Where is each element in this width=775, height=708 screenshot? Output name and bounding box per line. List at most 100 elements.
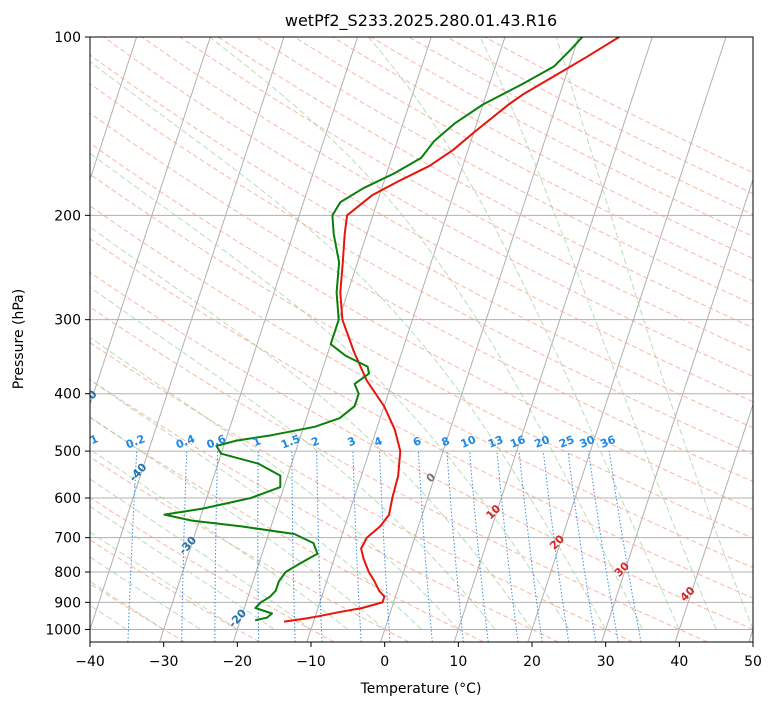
plot-frame: [89, 36, 754, 643]
mixing-ratio-line: [127, 451, 138, 642]
y-tick-label: 1000: [45, 622, 81, 638]
isotherm-line: [380, 37, 580, 642]
y-axis-label: Pressure (hPa): [11, 289, 27, 389]
moist-adiabat-line: [90, 580, 164, 630]
mixing-ratio-line: [446, 451, 464, 642]
mixing-ratio-line: [608, 451, 642, 642]
dry-adiabats: [90, 37, 753, 642]
x-tick-label: −20: [223, 654, 253, 670]
dry-adiabat-line: [90, 238, 753, 599]
isotherm-line: [90, 37, 285, 632]
moist-adiabat-line: [209, 37, 643, 630]
dry-adiabat-label: -60: [27, 315, 50, 339]
sounding-profiles: [163, 37, 620, 623]
mixing-ratio-line: [291, 451, 296, 642]
dry-adiabat-line: [90, 416, 484, 642]
dry-adiabat-label: -10: [276, 679, 299, 703]
moist-adiabat-line: [90, 416, 386, 630]
dry-adiabat-line: [90, 583, 185, 642]
mixing-ratio-line: [352, 451, 362, 642]
mixing-ratio-line: [518, 451, 543, 642]
dry-adiabat-line: [90, 497, 335, 642]
dry-adiabat-line: [90, 342, 634, 642]
x-tick-label: 0: [380, 654, 389, 670]
mixing-ratio-label: 10: [459, 433, 478, 451]
dry-adiabat-line: [90, 271, 753, 630]
moist-adiabat-line: [90, 556, 201, 630]
mixing-ratio-label: 1.5: [279, 432, 302, 451]
mixing-ratio-line: [257, 451, 260, 642]
dry-adiabat-line: [217, 37, 753, 329]
y-tick-label: 800: [54, 565, 81, 581]
moist-adiabat-label: 20: [547, 532, 567, 552]
y-tick-label: 600: [54, 491, 81, 507]
x-tick-label: 10: [449, 654, 467, 670]
x-tick-label: 50: [744, 654, 762, 670]
mixing-ratio-label: 0.6: [205, 432, 228, 451]
mixing-ratio-label: 30: [578, 433, 597, 451]
dry-adiabat-label: -20: [226, 606, 249, 630]
moist-adiabat-line: [90, 336, 459, 630]
dry-adiabat-line: [294, 37, 753, 282]
dry-adiabat-label: -50: [77, 388, 100, 412]
dry-adiabat-line: [179, 37, 753, 353]
plot-area: 0.10.20.40.611.52346810131620253036-100-…: [0, 37, 753, 703]
moist-adiabat-line: [555, 37, 753, 630]
moist-adiabats: [90, 37, 753, 630]
x-tick-label: −10: [296, 654, 326, 670]
moist-adiabat-line: [90, 61, 607, 630]
mixing-ratio-line: [469, 451, 489, 642]
x-axis-ticks: −40 −30 −20 −10 0 10 20 30 40 50: [75, 642, 762, 670]
y-tick-label: 700: [54, 531, 81, 547]
mixing-ratio-line: [379, 451, 391, 642]
isotherm-line: [0, 37, 63, 642]
dry-adiabat-line: [90, 173, 753, 539]
dry-adiabat-line: [141, 37, 753, 378]
dry-adiabat-line: [90, 112, 753, 483]
y-tick-label: 300: [54, 313, 81, 329]
y-tick-label: 900: [54, 595, 81, 611]
mixing-ratio-label: 1: [251, 434, 263, 449]
dry-adiabat-line: [103, 37, 753, 403]
x-tick-label: 20: [523, 654, 541, 670]
dry-adiabat-line: [90, 54, 753, 429]
moist-adiabat-line: [90, 448, 349, 630]
isotherm-line: [90, 37, 138, 181]
y-tick-label: 200: [54, 208, 81, 224]
y-tick-label: 100: [54, 30, 81, 46]
y-tick-label: 500: [54, 444, 81, 460]
dry-adiabat-label: -40: [127, 460, 150, 484]
isotherm-line: [674, 402, 753, 642]
moist-adiabat-line: [90, 286, 496, 630]
dry-adiabat-line: [90, 456, 410, 642]
isotherm-line: [601, 177, 753, 642]
chart-title: wetPf2_S233.2025.280.01.43.R16: [285, 11, 557, 31]
dry-adiabat-line: [408, 37, 753, 216]
x-tick-label: −40: [75, 654, 105, 670]
moist-adiabat-label: 10: [483, 502, 503, 522]
y-tick-label: 400: [54, 387, 81, 403]
isotherm-line: [90, 37, 211, 407]
mixing-ratio-label: 20: [532, 433, 551, 451]
x-tick-label: 30: [597, 654, 615, 670]
moist-adiabat-line: [479, 37, 717, 630]
isotherm-line: [453, 37, 653, 642]
temperature-profile-line: [283, 37, 620, 623]
dry-adiabat-line: [90, 142, 753, 511]
moist-adiabat-line: [368, 37, 680, 630]
x-tick-label: 40: [670, 654, 688, 670]
moist-adiabat-line: [90, 531, 238, 630]
mixing-ratio-lines: [90, 451, 642, 642]
x-axis-label: Temperature (°C): [360, 681, 482, 697]
mixing-ratio-label: 0.2: [124, 432, 147, 451]
dry-adiabat-line: [90, 205, 753, 569]
mixing-ratio-label: 25: [557, 433, 576, 451]
mixing-ratio-line: [417, 451, 433, 642]
mixing-ratio-label: 2: [309, 434, 321, 449]
moist-adiabat-line: [90, 226, 533, 630]
moist-adiabat-label: 40: [678, 584, 698, 604]
mixing-ratio-line: [181, 451, 188, 642]
mixing-ratio-label: 6: [411, 434, 423, 449]
dry-adiabat-line: [90, 306, 708, 642]
mixing-ratio-label: 16: [508, 433, 527, 451]
